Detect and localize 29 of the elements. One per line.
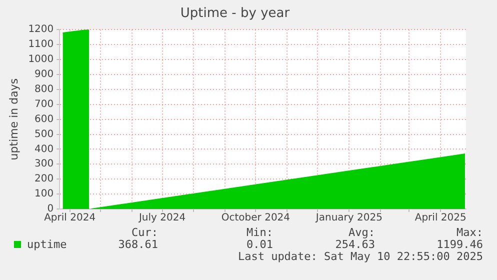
text: Max: (456, 226, 483, 239)
y-tick-label: 1200 (28, 24, 54, 36)
text: 1199.46 (436, 238, 483, 251)
y-tick-label: 400 (34, 144, 54, 155)
text: Min: (246, 226, 273, 239)
text: Last update: Sat May 10 22:55:00 2025 (238, 250, 483, 263)
y-tick-label: 1100 (28, 39, 54, 50)
y-axis-title: uptime in days (7, 78, 20, 160)
text: Avg: (348, 226, 375, 239)
legend-label: uptime (27, 238, 67, 251)
x-tick-label: January 2025 (314, 212, 382, 224)
y-tick-label: 900 (34, 69, 54, 80)
chart-title: Uptime - by year (180, 6, 290, 22)
y-tick-label: 100 (34, 188, 54, 200)
y-tick-label: 300 (34, 158, 54, 170)
y-tick-label: 500 (34, 128, 54, 140)
x-tick-label: July 2024 (138, 212, 186, 224)
y-tick-label: 1000 (28, 54, 54, 66)
y-tick-label: 800 (34, 84, 54, 95)
x-tick-label: April 2025 (414, 212, 466, 224)
x-tick-label: April 2024 (44, 212, 96, 224)
text: Cur: (132, 226, 158, 239)
y-tick-label: 700 (34, 98, 54, 110)
text: 368.61 (118, 238, 158, 251)
text: 0.01 (246, 238, 273, 251)
y-tick-label: 600 (34, 114, 54, 125)
text: 254.63 (335, 238, 375, 251)
x-tick-label: October 2024 (221, 212, 290, 224)
y-tick-label: 200 (34, 174, 54, 185)
